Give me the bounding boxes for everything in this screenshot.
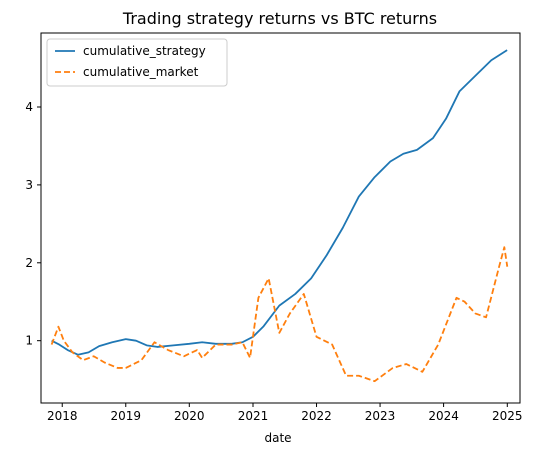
x-tick-label: 2020 (174, 409, 205, 423)
y-tick-label: 2 (25, 256, 33, 270)
plot-background (41, 33, 520, 403)
legend-label-strategy: cumulative_strategy (83, 44, 206, 58)
legend-label-market: cumulative_market (83, 65, 199, 79)
y-tick-label: 1 (25, 334, 33, 348)
x-axis-label: date (264, 431, 291, 445)
x-tick-label: 2023 (365, 409, 396, 423)
chart-title: Trading strategy returns vs BTC returns (122, 9, 437, 28)
x-tick-label: 2025 (492, 409, 523, 423)
y-tick-label: 4 (25, 100, 33, 114)
y-tick-label: 3 (25, 178, 33, 192)
legend: cumulative_strategy cumulative_market (47, 39, 227, 86)
x-tick-label: 2019 (110, 409, 141, 423)
x-tick-label: 2022 (301, 409, 332, 423)
x-tick-label: 2024 (428, 409, 459, 423)
x-tick-label: 2018 (47, 409, 78, 423)
x-tick-label: 2021 (238, 409, 269, 423)
